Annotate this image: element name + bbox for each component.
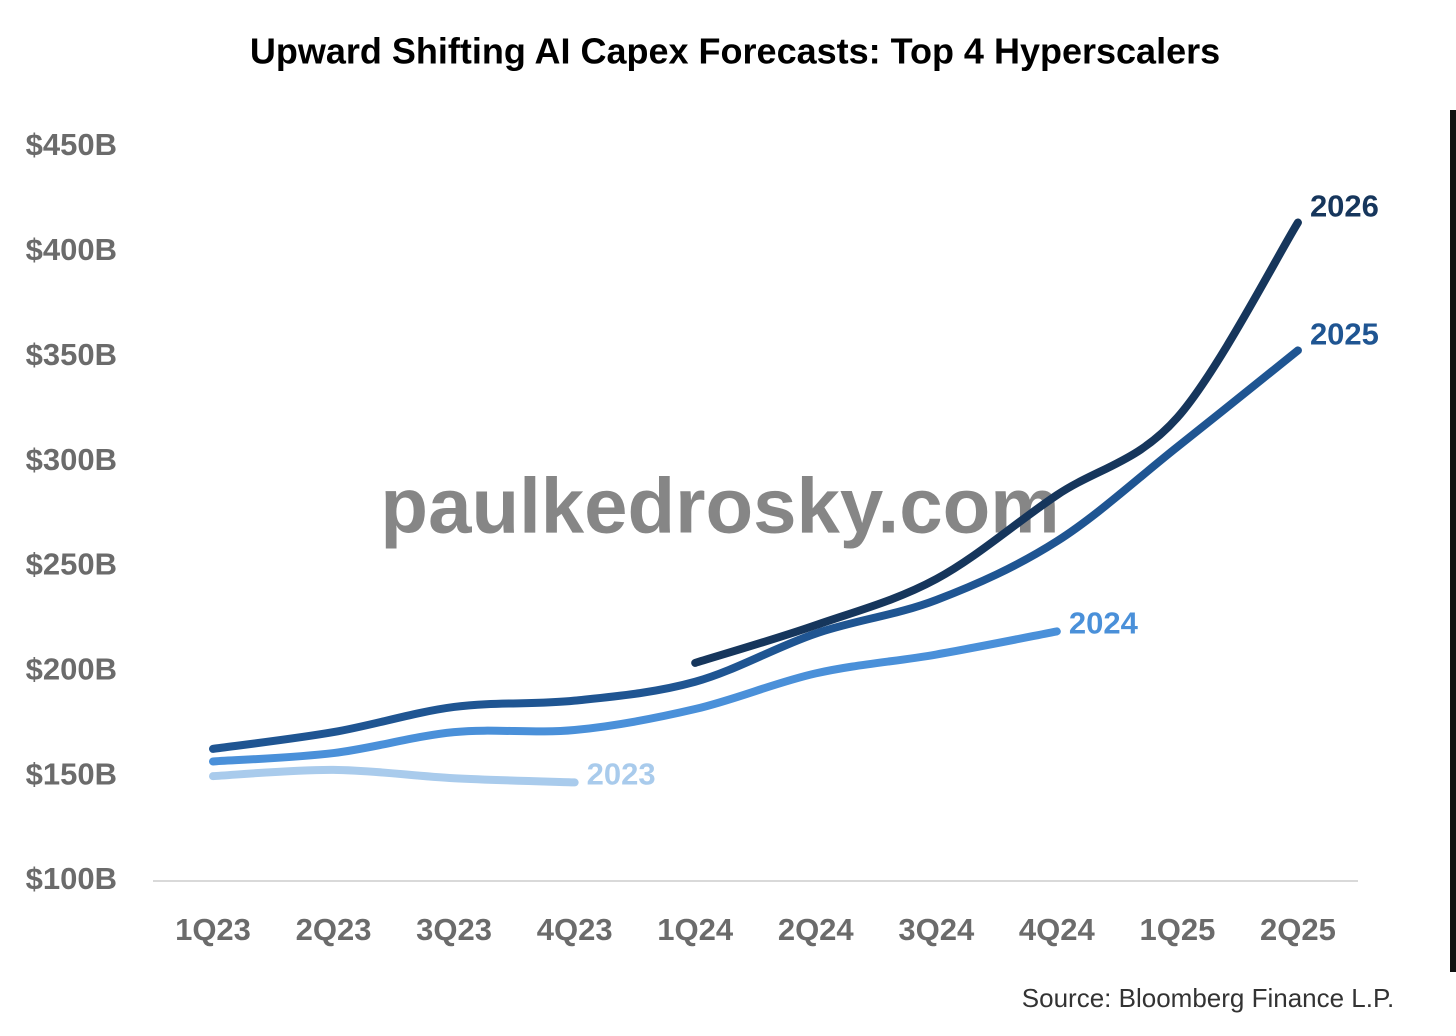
series-label: 2025: [1310, 317, 1379, 352]
x-tick-label: 2Q23: [296, 912, 372, 947]
y-tick-label: $450B: [26, 127, 117, 162]
series-line: [209, 765, 579, 787]
x-tick-label: 4Q24: [1019, 912, 1096, 947]
x-tick-label: 1Q23: [175, 912, 251, 947]
watermark: paulkedrosky.com: [380, 462, 1059, 550]
y-tick-label: $400B: [26, 232, 117, 267]
x-tick-label: 4Q23: [537, 912, 613, 947]
y-tick-label: $200B: [26, 651, 117, 686]
series-label: 2023: [587, 757, 656, 792]
series-line: [209, 346, 1302, 753]
y-tick-label: $300B: [26, 442, 117, 477]
chart-title: Upward Shifting AI Capex Forecasts: Top …: [250, 31, 1220, 72]
source: Source: Bloomberg Finance L.P.: [1022, 983, 1394, 1013]
x-tick-label: 2Q24: [778, 912, 855, 947]
series-label: 2026: [1310, 189, 1379, 224]
series-label: 2024: [1069, 606, 1139, 641]
edge-bar: [1450, 110, 1456, 972]
x-tick-label: 2Q25: [1260, 912, 1336, 947]
y-tick-label: $350B: [26, 337, 117, 372]
y-tick-label: $100B: [26, 861, 117, 896]
y-tick-label: $150B: [26, 756, 117, 791]
x-tick-label: 1Q24: [657, 912, 734, 947]
x-tick-label: 3Q24: [898, 912, 975, 947]
x-tick-label: 1Q25: [1139, 912, 1215, 947]
x-tick-label: 3Q23: [416, 912, 492, 947]
series-line: [691, 218, 1302, 667]
series-line: [209, 627, 1061, 766]
y-tick-label: $250B: [26, 547, 117, 582]
